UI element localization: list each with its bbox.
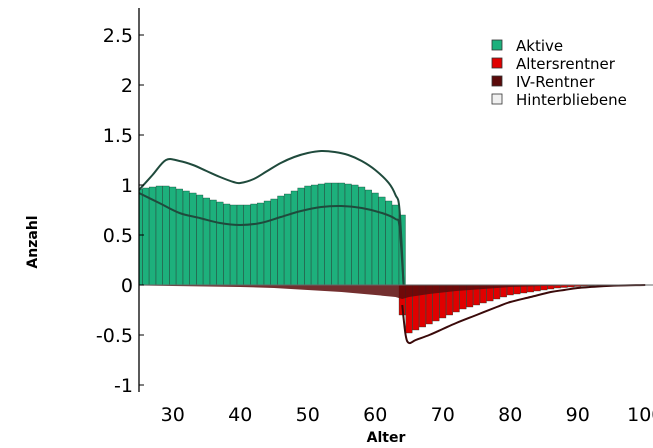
y-tick-label: 1	[121, 175, 133, 197]
bar-aktive	[338, 182, 345, 286]
line-upper-envelope	[139, 149, 405, 286]
legend-swatch	[491, 39, 503, 51]
bar-aktive	[317, 183, 325, 286]
x-tick-label: 50	[296, 404, 320, 426]
bar-aktive	[169, 186, 177, 286]
legend-label: Hinterbliebene	[516, 91, 627, 109]
bar-aktive	[324, 182, 332, 286]
legend-swatch	[491, 75, 503, 87]
x-tick-label: 90	[566, 404, 590, 426]
bar-aktive	[351, 184, 359, 286]
x-tick-label: 100	[627, 404, 653, 426]
bar-aktive	[216, 201, 224, 286]
y-tick-label: 2	[121, 75, 133, 97]
legend-label: Aktive	[516, 37, 563, 55]
bar-aktive	[182, 190, 190, 286]
bar-aktive	[290, 190, 298, 286]
bar-aktive	[263, 200, 271, 286]
bar-aktive	[209, 199, 217, 286]
bar-aktive	[311, 184, 318, 286]
bar-aktive	[139, 188, 143, 286]
legend-label: Altersrentner	[516, 55, 616, 73]
x-tick-label: 30	[161, 404, 185, 426]
bar-aktive	[243, 204, 251, 286]
x-tick-label: 60	[363, 404, 387, 426]
y-tick-label: -1	[114, 375, 133, 397]
bar-aktive	[284, 193, 291, 286]
bar-aktive	[297, 187, 305, 286]
bar-aktive	[223, 203, 231, 286]
bar-aktive	[142, 187, 150, 286]
legend: AktiveAltersrentnerIV-RentnerHinterblieb…	[491, 37, 627, 109]
bar-aktive	[236, 204, 244, 286]
y-tick-label: 0.5	[103, 225, 133, 247]
bar-aktive	[270, 198, 278, 286]
bar-aktive	[203, 197, 210, 286]
legend-swatch	[491, 57, 503, 69]
bar-aktive	[378, 196, 386, 286]
plot-area	[139, 149, 646, 345]
area-iv-rentner	[139, 285, 646, 299]
bar-aktive	[189, 192, 197, 286]
x-tick-label: 40	[228, 404, 252, 426]
x-axis-label: Alter	[367, 430, 406, 446]
bar-aktive	[162, 185, 170, 286]
bar-aktive	[304, 185, 312, 286]
legend-swatch	[491, 93, 503, 105]
line-lower-envelope	[139, 192, 405, 286]
bar-aktive	[257, 202, 264, 286]
bar-aktive	[196, 194, 204, 286]
bar-aktive	[250, 203, 258, 286]
y-tick-label: -0.5	[96, 325, 133, 347]
y-tick-label: 1.5	[103, 125, 133, 147]
bar-aktive	[358, 186, 366, 286]
bar-aktive	[176, 188, 183, 286]
bar-aktive	[331, 182, 339, 286]
bar-aktive	[277, 195, 285, 286]
x-tick-label: 80	[498, 404, 522, 426]
bar-aktive	[371, 192, 379, 286]
y-axis-label: Anzahl	[25, 215, 41, 268]
bar-aktive	[344, 183, 352, 286]
axes	[138, 8, 653, 392]
tick-labels: 2.5 2 1.5 1 0.5 0 -0.5 -1 30 40 50 60 70 80 90 100	[96, 25, 653, 426]
x-tick-label: 70	[431, 404, 455, 426]
bar-aktive	[365, 189, 372, 286]
y-tick-label: 0	[121, 275, 133, 297]
line-negative-envelope	[401, 284, 646, 345]
y-tick-label: 2.5	[103, 25, 133, 47]
legend-label: IV-Rentner	[516, 73, 595, 91]
bar-aktive	[230, 204, 237, 286]
